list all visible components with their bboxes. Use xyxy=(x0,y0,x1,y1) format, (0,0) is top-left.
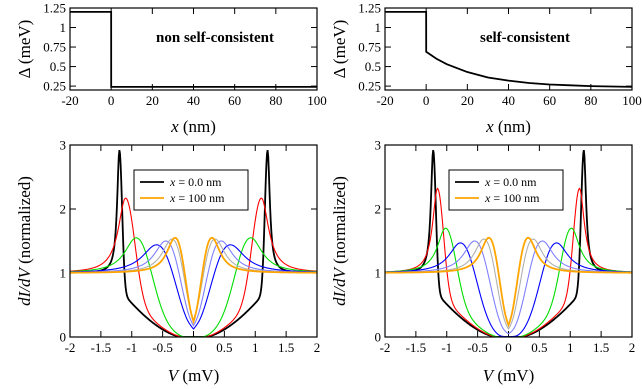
x-tick-label: 2 xyxy=(314,340,321,355)
y-tick-label: 0.75 xyxy=(358,40,381,55)
x-tick-label: 1.5 xyxy=(278,340,294,355)
axes-frame xyxy=(69,144,318,338)
series-line xyxy=(70,240,317,327)
series-line xyxy=(70,11,317,88)
y-tick-label: 1.25 xyxy=(358,1,381,16)
x-tick-label: 20 xyxy=(461,93,474,108)
x-axis-label: V (mV) xyxy=(168,366,219,385)
series-line xyxy=(70,236,317,325)
legend-entry: x = 100 nm xyxy=(169,191,225,205)
x-tick-label: 60 xyxy=(543,93,556,108)
x-tick-label: -20 xyxy=(61,93,78,108)
x-tick-label: 80 xyxy=(584,93,597,108)
legend: x = 0.0 nm x = 100 nm xyxy=(448,169,564,211)
x-tick-label: -0.5 xyxy=(152,340,173,355)
legend-entry: x = 0.0 nm xyxy=(169,175,222,189)
y-tick-label: 0.75 xyxy=(43,40,66,55)
y-tick-label: 0.5 xyxy=(365,59,381,74)
x-tick-label: 0 xyxy=(423,93,430,108)
x-tick-label: 20 xyxy=(146,93,159,108)
series-line xyxy=(70,244,317,330)
x-tick-label: 2 xyxy=(629,340,636,355)
x-tick-label: -1.5 xyxy=(91,340,112,355)
plot-area xyxy=(70,11,317,88)
y-tick-label: 1 xyxy=(375,20,382,35)
x-tick-label: 0 xyxy=(108,93,115,108)
y-tick-label: 0.5 xyxy=(50,59,66,74)
plot-area xyxy=(385,149,632,337)
legend: x = 0.0 nm x = 100 nm xyxy=(133,169,249,211)
x-tick-label: -1 xyxy=(441,340,452,355)
y-tick-label: 3 xyxy=(375,138,382,153)
series-line xyxy=(385,236,632,328)
x-tick-label: 1.5 xyxy=(593,340,609,355)
legend-box xyxy=(133,169,249,211)
y-tick-label: 1 xyxy=(60,20,67,35)
x-tick-label: -0.5 xyxy=(467,340,488,355)
axes-frame xyxy=(384,7,633,91)
x-tick-label: 40 xyxy=(502,93,515,108)
x-tick-label: 0 xyxy=(190,340,197,355)
y-tick-label: 1.25 xyxy=(43,1,66,16)
x-tick-label: 100 xyxy=(622,93,642,108)
panel-bottom-left: -2 -1.5 -1 -0.5 0 0.5 1 1.5 2 0 1 2 3 V (mV) dI/dV (no… xyxy=(15,138,320,386)
panel-bottom-right: -2 -1.5 -1 -0.5 0 0.5 1 1.5 2 0 1 2 3 V (mV) dI/dV (no… xyxy=(330,138,635,386)
y-tick-label: 2 xyxy=(60,202,67,217)
axes-frame xyxy=(384,144,633,338)
series-line xyxy=(385,238,632,331)
panel-annotation: non self-consistent xyxy=(156,30,274,46)
y-tick-label: 1 xyxy=(60,266,67,281)
y-tick-label: 1 xyxy=(375,266,382,281)
y-tick-label: 0 xyxy=(60,330,67,345)
x-tick-label: -2 xyxy=(65,340,76,355)
x-tick-label: 40 xyxy=(187,93,200,108)
panel-annotation: self-consistent xyxy=(480,30,570,46)
y-tick-label: 3 xyxy=(60,138,67,153)
x-tick-label: -2 xyxy=(380,340,391,355)
x-tick-label: 0 xyxy=(505,340,512,355)
y-tick-label: 2 xyxy=(375,202,382,217)
x-tick-label: 0.5 xyxy=(531,340,547,355)
legend-entry: x = 100 nm xyxy=(484,191,540,205)
y-axis-label: dI/dV (normalized) xyxy=(330,176,349,306)
panel-top-right: -20 0 20 40 60 80 100 0.25 0.5 0.75 1 1.25 self-cons… xyxy=(330,1,642,137)
y-tick-label: 0.25 xyxy=(43,79,66,94)
x-axis-label: x (nm) xyxy=(170,117,216,136)
y-tick-label: 0.25 xyxy=(358,79,381,94)
series-line xyxy=(385,240,632,335)
x-tick-label: -1 xyxy=(126,340,137,355)
y-axis-label: Δ (meV) xyxy=(330,20,349,79)
axes-frame xyxy=(69,7,318,91)
x-tick-label: 100 xyxy=(307,93,327,108)
x-tick-label: 0.5 xyxy=(216,340,232,355)
x-tick-label: -1.5 xyxy=(406,340,427,355)
x-axis-label: x (nm) xyxy=(485,117,531,136)
x-tick-label: 1 xyxy=(567,340,574,355)
y-axis-label: dI/dV (normalized) xyxy=(15,176,34,306)
series-line xyxy=(70,238,317,322)
x-tick-label: 80 xyxy=(269,93,282,108)
series-line xyxy=(385,11,632,88)
series-line xyxy=(70,197,317,337)
series-line xyxy=(70,149,317,337)
series-line xyxy=(385,187,632,337)
x-tick-label: 60 xyxy=(228,93,241,108)
y-tick-label: 0 xyxy=(375,330,382,345)
panel-top-left: -20 0 20 40 60 80 100 0.25 0.5 0.75 1 1.25 non self-… xyxy=(15,1,327,137)
legend-box xyxy=(448,169,564,211)
legend-entry: x = 0.0 nm xyxy=(484,175,537,189)
series-line xyxy=(385,227,632,337)
x-axis-label: V (mV) xyxy=(483,366,534,385)
x-tick-label: 1 xyxy=(252,340,259,355)
x-tick-label: -20 xyxy=(376,93,393,108)
y-axis-label: Δ (meV) xyxy=(15,20,34,79)
series-line xyxy=(385,149,632,337)
plot-area xyxy=(70,149,317,337)
plot-area xyxy=(385,11,632,88)
